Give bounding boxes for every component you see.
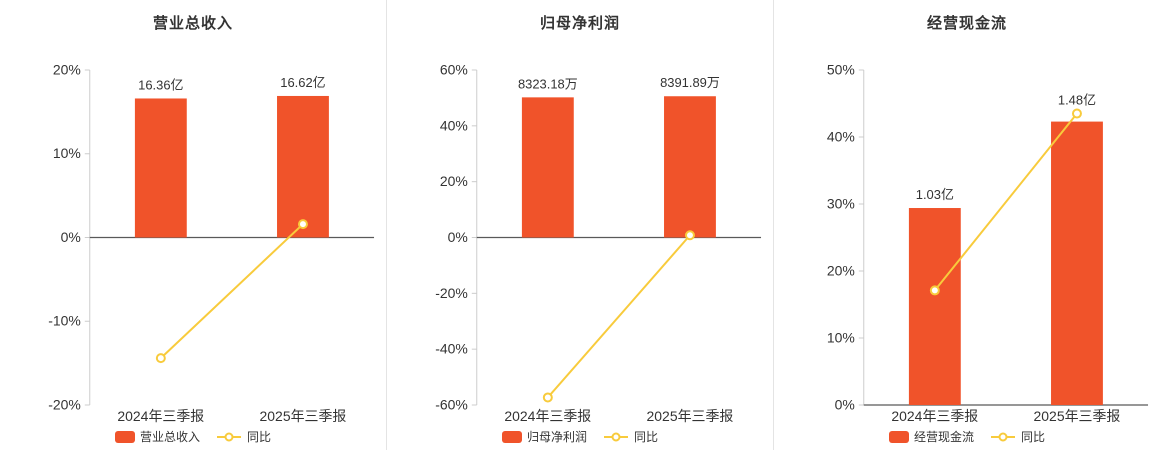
x-axis-label: 2025年三季报 xyxy=(647,408,734,424)
yoy-point-marker[interactable] xyxy=(297,219,308,230)
bar-series-swatch-icon xyxy=(501,430,522,443)
bar[interactable] xyxy=(277,95,329,238)
bar[interactable] xyxy=(664,96,716,238)
chart-plot-area: 20% 10% 0% -10% -20% 16.36亿 2024年三季报 16.62亿 2025… xyxy=(48,61,375,424)
x-axis-label: 2024年三季报 xyxy=(117,408,204,424)
yoy-line xyxy=(160,223,304,359)
bar-value-label: 1.03亿 xyxy=(916,187,954,202)
y-tick-label: 40% xyxy=(827,128,855,144)
x-axis-label: 2024年三季报 xyxy=(504,408,591,424)
legend-item-bar-series[interactable]: 经营现金流 xyxy=(888,428,974,445)
y-tick-label: 20% xyxy=(53,61,81,77)
y-tick-label: 20% xyxy=(827,262,855,278)
legend-item-yoy-series[interactable]: 同比 xyxy=(216,428,271,445)
y-tick-label: 10% xyxy=(53,145,81,161)
y-tick-label: 0% xyxy=(448,229,468,245)
y-tick-label: 0% xyxy=(61,229,81,245)
legend-item-yoy-series[interactable]: 同比 xyxy=(990,428,1045,445)
chart-plot-area: 60% 40% 20% 0% -20% -40% -60% 8323.18万 2024年三季报 8… xyxy=(435,61,762,424)
y-tick-label: 50% xyxy=(827,61,855,77)
legend-label: 同比 xyxy=(247,430,272,444)
chart-title: 营业总收入 xyxy=(152,15,233,32)
bar[interactable] xyxy=(1051,121,1103,405)
y-tick-label: 20% xyxy=(440,173,468,189)
legend-label: 营业总收入 xyxy=(139,430,200,444)
chart-title: 归母净利润 xyxy=(539,15,620,32)
y-tick-label: 0% xyxy=(835,396,855,412)
y-tick-label: 60% xyxy=(440,61,468,77)
yoy-line-swatch-icon xyxy=(604,432,628,441)
bar-series-swatch-icon xyxy=(114,430,135,443)
legend-label: 同比 xyxy=(1021,430,1046,444)
y-tick-label: 30% xyxy=(827,195,855,211)
bar-value-label: 16.62亿 xyxy=(280,75,325,90)
legend-item-bar-series[interactable]: 归母净利润 xyxy=(501,428,587,445)
chart-legend: 归母净利润 同比 xyxy=(387,428,773,445)
bar[interactable] xyxy=(134,98,187,238)
legend-item-bar-series[interactable]: 营业总收入 xyxy=(114,428,200,445)
bar-value-label: 8323.18万 xyxy=(518,76,578,91)
yoy-point-marker[interactable] xyxy=(155,353,166,364)
x-axis-label: 2025年三季报 xyxy=(260,408,347,424)
y-tick-label: -20% xyxy=(48,396,81,412)
chart-panel-net-profit: 归母净利润 60% 40% 20% 0% -20% -40% -60% 8323.18万 202… xyxy=(386,0,773,450)
bar[interactable] xyxy=(908,208,961,405)
y-tick-label: -60% xyxy=(435,396,468,412)
bar-value-label: 1.48亿 xyxy=(1058,93,1096,108)
legend-label: 经营现金流 xyxy=(913,430,974,444)
yoy-point-marker[interactable] xyxy=(929,285,940,296)
chart-title: 经营现金流 xyxy=(926,15,1007,32)
bar[interactable] xyxy=(521,97,574,238)
yoy-point-marker[interactable] xyxy=(542,392,553,403)
bar-value-label: 8391.89万 xyxy=(660,75,720,90)
legend-label: 同比 xyxy=(634,430,659,444)
chart-legend: 经营现金流 同比 xyxy=(774,428,1160,445)
yoy-line xyxy=(934,112,1078,292)
y-tick-label: 40% xyxy=(440,117,468,133)
x-axis-label: 2024年三季报 xyxy=(891,408,978,424)
legend-item-yoy-series[interactable]: 同比 xyxy=(603,428,658,445)
yoy-line-swatch-icon xyxy=(991,432,1015,441)
y-tick-label: -20% xyxy=(435,285,468,301)
chart-legend: 营业总收入 同比 xyxy=(0,428,386,445)
y-tick-label: -10% xyxy=(48,313,81,329)
bar-series-swatch-icon xyxy=(888,430,909,443)
x-axis-label: 2025年三季报 xyxy=(1034,408,1121,424)
yoy-line xyxy=(547,234,691,399)
chart-panel-operating-revenue: 营业总收入 20% 10% 0% -10% -20% 16.36亿 2024年三季报 16.6… xyxy=(0,0,386,450)
chart-panel-operating-cash-flow: 经营现金流 50% 40% 30% 20% 10% 0% 1.03亿 2024年三季报 1.48… xyxy=(773,0,1160,450)
y-tick-label: -40% xyxy=(435,341,468,357)
yoy-line-swatch-icon xyxy=(217,432,241,441)
yoy-point-marker[interactable] xyxy=(1071,108,1082,119)
chart-plot-area: 50% 40% 30% 20% 10% 0% 1.03亿 2024年三季报 1.48亿 2025年… xyxy=(827,61,1149,424)
legend-label: 归母净利润 xyxy=(526,430,587,444)
bar-value-label: 16.36亿 xyxy=(138,77,183,92)
y-tick-label: 10% xyxy=(827,329,855,345)
yoy-point-marker[interactable] xyxy=(684,230,695,241)
